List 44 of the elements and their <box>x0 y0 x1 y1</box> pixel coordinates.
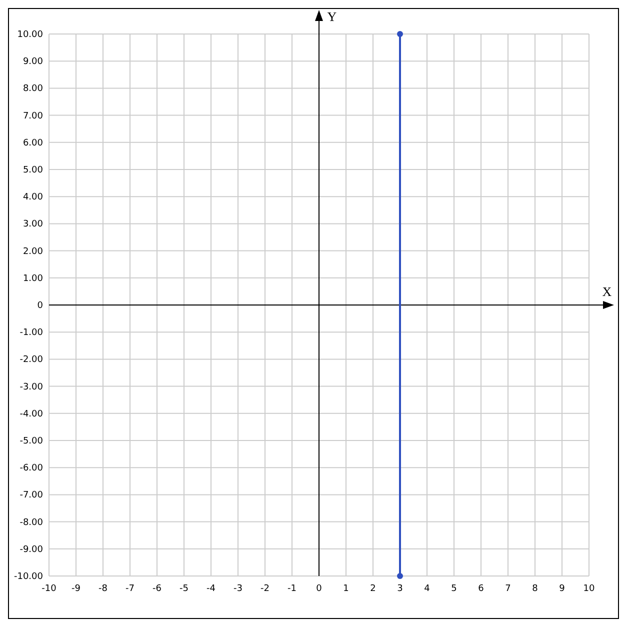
x-tick-label: 10 <box>583 584 595 594</box>
x-tick-label: 0 <box>316 584 322 594</box>
y-tick-label: -4.00 <box>20 409 44 420</box>
x-tick-label: 8 <box>532 584 538 594</box>
y-tick-label: -1.00 <box>20 328 44 338</box>
x-tick-label: -7 <box>126 584 134 594</box>
y-tick-label: -9.00 <box>20 544 44 555</box>
x-tick-label: 1 <box>343 584 349 594</box>
y-tick-label: -7.00 <box>20 490 44 501</box>
x-tick-label: -2 <box>260 584 270 594</box>
y-tick-label: -5.00 <box>20 436 44 446</box>
y-tick-label: 4.00 <box>22 192 44 203</box>
y-tick-label: 0 <box>37 301 44 311</box>
x-tick-label: 2 <box>370 584 376 594</box>
y-axis-title: Y <box>327 9 338 24</box>
x-tick-label: -6 <box>152 584 162 594</box>
x-tick-label: -5 <box>180 584 188 594</box>
x-tick-label: 9 <box>559 584 566 594</box>
y-tick-label: 2.00 <box>22 246 44 257</box>
y-tick-label: -2.00 <box>20 355 44 366</box>
x-tick-label: 7 <box>505 584 511 594</box>
y-tick-label: 5.00 <box>22 166 44 176</box>
x-tick-label: 6 <box>478 584 484 594</box>
y-tick-label: 7.00 <box>22 111 44 122</box>
y-tick-label: 8.00 <box>22 84 44 94</box>
y-tick-label: -10.00 <box>14 572 44 582</box>
y-tick-label: 3.00 <box>22 220 44 230</box>
x-tick-label: -8 <box>98 584 108 594</box>
x-tick-label: -3 <box>234 584 242 594</box>
x-tick-label: -1 <box>288 584 296 594</box>
y-tick-label: 10.00 <box>17 30 44 40</box>
y-tick-label: 6.00 <box>22 138 44 148</box>
x-tick-label: 4 <box>424 584 430 594</box>
x-tick-label: 5 <box>451 584 457 594</box>
x-tick-label: -9 <box>72 584 81 594</box>
y-tick-label: -6.00 <box>20 464 44 474</box>
x-axis-title: X <box>602 284 612 299</box>
y-tick-label: 9.00 <box>22 57 44 68</box>
y-tick-label: -8.00 <box>20 518 44 528</box>
x-tick-label: 3 <box>397 584 403 594</box>
y-tick-label: -3.00 <box>20 382 44 392</box>
x-tick-label: -4 <box>206 584 216 594</box>
x-tick-label: -10 <box>42 584 57 594</box>
y-tick-label: 1.00 <box>22 274 44 284</box>
